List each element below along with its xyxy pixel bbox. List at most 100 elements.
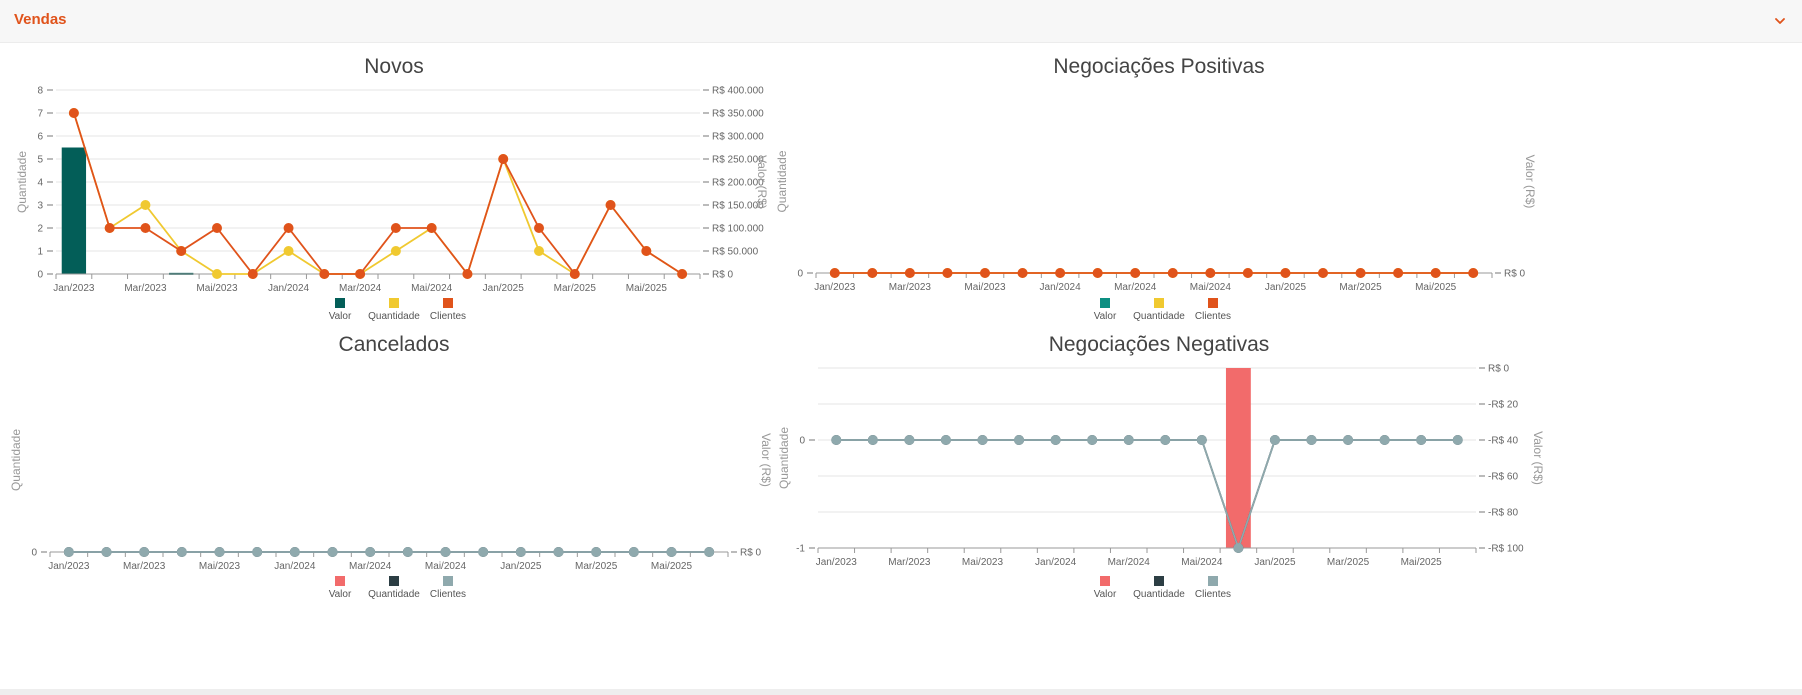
series-point: [478, 547, 489, 557]
series-point: [355, 269, 366, 279]
right-tick-label: R$ 250.000: [712, 155, 764, 166]
x-tick-label: Mar/2025: [1327, 557, 1370, 568]
right-tick-label: R$ 350.000: [712, 109, 764, 120]
x-tick-label: Jan/2025: [483, 283, 525, 294]
series-point: [68, 108, 79, 118]
series-point: [1306, 435, 1317, 445]
left-tick-label: 8: [37, 86, 43, 97]
legend-label: Valor: [1094, 311, 1117, 322]
x-tick-label: Mai/2024: [425, 561, 467, 572]
bar: [61, 147, 87, 274]
series-point: [402, 547, 413, 557]
y-axis-right-title: Valor (R$): [759, 433, 773, 487]
series-point: [327, 547, 338, 557]
chart-title: Novos: [364, 55, 424, 78]
right-tick-label: -R$ 100: [1488, 544, 1524, 555]
series-point: [139, 547, 150, 557]
legend-swatch: [389, 576, 399, 586]
legend-swatch: [1100, 576, 1110, 586]
legend-label: Quantidade: [368, 589, 420, 600]
series-point: [677, 269, 688, 279]
x-tick-label: Mai/2024: [1190, 282, 1232, 293]
right-tick-label: R$ 200.000: [712, 178, 764, 189]
bottom-divider: [0, 689, 1802, 695]
x-tick-label: Jan/2024: [268, 283, 310, 294]
chevron-down-icon[interactable]: [1772, 13, 1788, 29]
legend-swatch: [1100, 298, 1110, 308]
series-point: [515, 547, 526, 557]
series-point: [1430, 268, 1441, 278]
x-tick-label: Jan/2024: [1040, 282, 1082, 293]
series-point: [140, 223, 151, 233]
series-point: [1393, 268, 1404, 278]
series-point: [1242, 268, 1253, 278]
series-point: [498, 154, 509, 164]
legend-swatch: [335, 576, 345, 586]
series-point: [867, 268, 878, 278]
legend-swatch: [1208, 576, 1218, 586]
left-tick-label: 5: [37, 155, 43, 166]
series-point: [212, 223, 222, 233]
legend-swatch: [389, 298, 399, 308]
series-point: [1318, 268, 1328, 278]
right-tick-label: R$ 0: [1488, 364, 1510, 375]
legend-label: Valor: [1094, 589, 1117, 600]
left-tick-label: 3: [37, 201, 43, 212]
left-tick-label: 0: [799, 436, 805, 447]
series-point: [214, 547, 225, 557]
series-point: [1017, 268, 1028, 278]
right-tick-label: R$ 0: [712, 270, 734, 281]
series-point: [940, 435, 951, 445]
series-point: [176, 547, 187, 557]
legend-label: Clientes: [1195, 589, 1231, 600]
series-point: [904, 435, 915, 445]
series-point: [63, 547, 74, 557]
x-tick-label: Mar/2023: [124, 283, 167, 294]
right-tick-label: R$ 0: [740, 548, 762, 559]
x-tick-label: Mar/2024: [1108, 557, 1151, 568]
series-point: [569, 269, 580, 279]
left-tick-label: 0: [37, 270, 43, 281]
left-tick-label: 2: [37, 224, 43, 235]
series-point: [831, 435, 842, 445]
legend-label: Quantidade: [1133, 589, 1185, 600]
x-tick-label: Mar/2024: [349, 561, 392, 572]
series-point: [1452, 435, 1463, 445]
series-point: [289, 547, 300, 557]
legend-label: Quantidade: [368, 311, 420, 322]
panel-header[interactable]: Vendas: [0, 0, 1802, 43]
series-point: [591, 547, 602, 557]
series-point: [1355, 268, 1366, 278]
y-axis-left-title: Quantidade: [777, 427, 791, 489]
series-point: [252, 547, 263, 557]
x-tick-label: Jan/2025: [1254, 557, 1296, 568]
series-point: [462, 269, 473, 279]
chart-title: Negociações Negativas: [1049, 333, 1270, 356]
x-tick-label: Mar/2024: [1114, 282, 1157, 293]
legend-label: Clientes: [430, 311, 466, 322]
y-axis-right-title: Valor (R$): [1531, 431, 1545, 485]
series-point: [319, 269, 330, 279]
x-tick-label: Mar/2023: [888, 557, 931, 568]
series-point: [283, 223, 294, 233]
x-tick-label: Mai/2024: [1181, 557, 1223, 568]
series-point: [1416, 435, 1427, 445]
x-tick-label: Mar/2023: [123, 561, 166, 572]
right-tick-label: -R$ 60: [1488, 472, 1518, 483]
left-tick-label: 1: [37, 247, 43, 258]
legend-label: Valor: [329, 311, 352, 322]
series-point: [390, 223, 401, 233]
series-point: [534, 246, 544, 256]
right-tick-label: R$ 400.000: [712, 86, 764, 97]
series-point: [704, 547, 715, 557]
series-point: [247, 269, 258, 279]
chart-title: Cancelados: [339, 333, 450, 356]
series-line: [836, 439, 1458, 551]
x-tick-label: Mai/2025: [1415, 282, 1457, 293]
series-point: [1160, 435, 1171, 445]
x-tick-label: Mai/2023: [964, 282, 1006, 293]
y-axis-left-title: Quantidade: [15, 151, 29, 213]
left-tick-label: 4: [37, 178, 43, 189]
bar: [1225, 368, 1251, 548]
